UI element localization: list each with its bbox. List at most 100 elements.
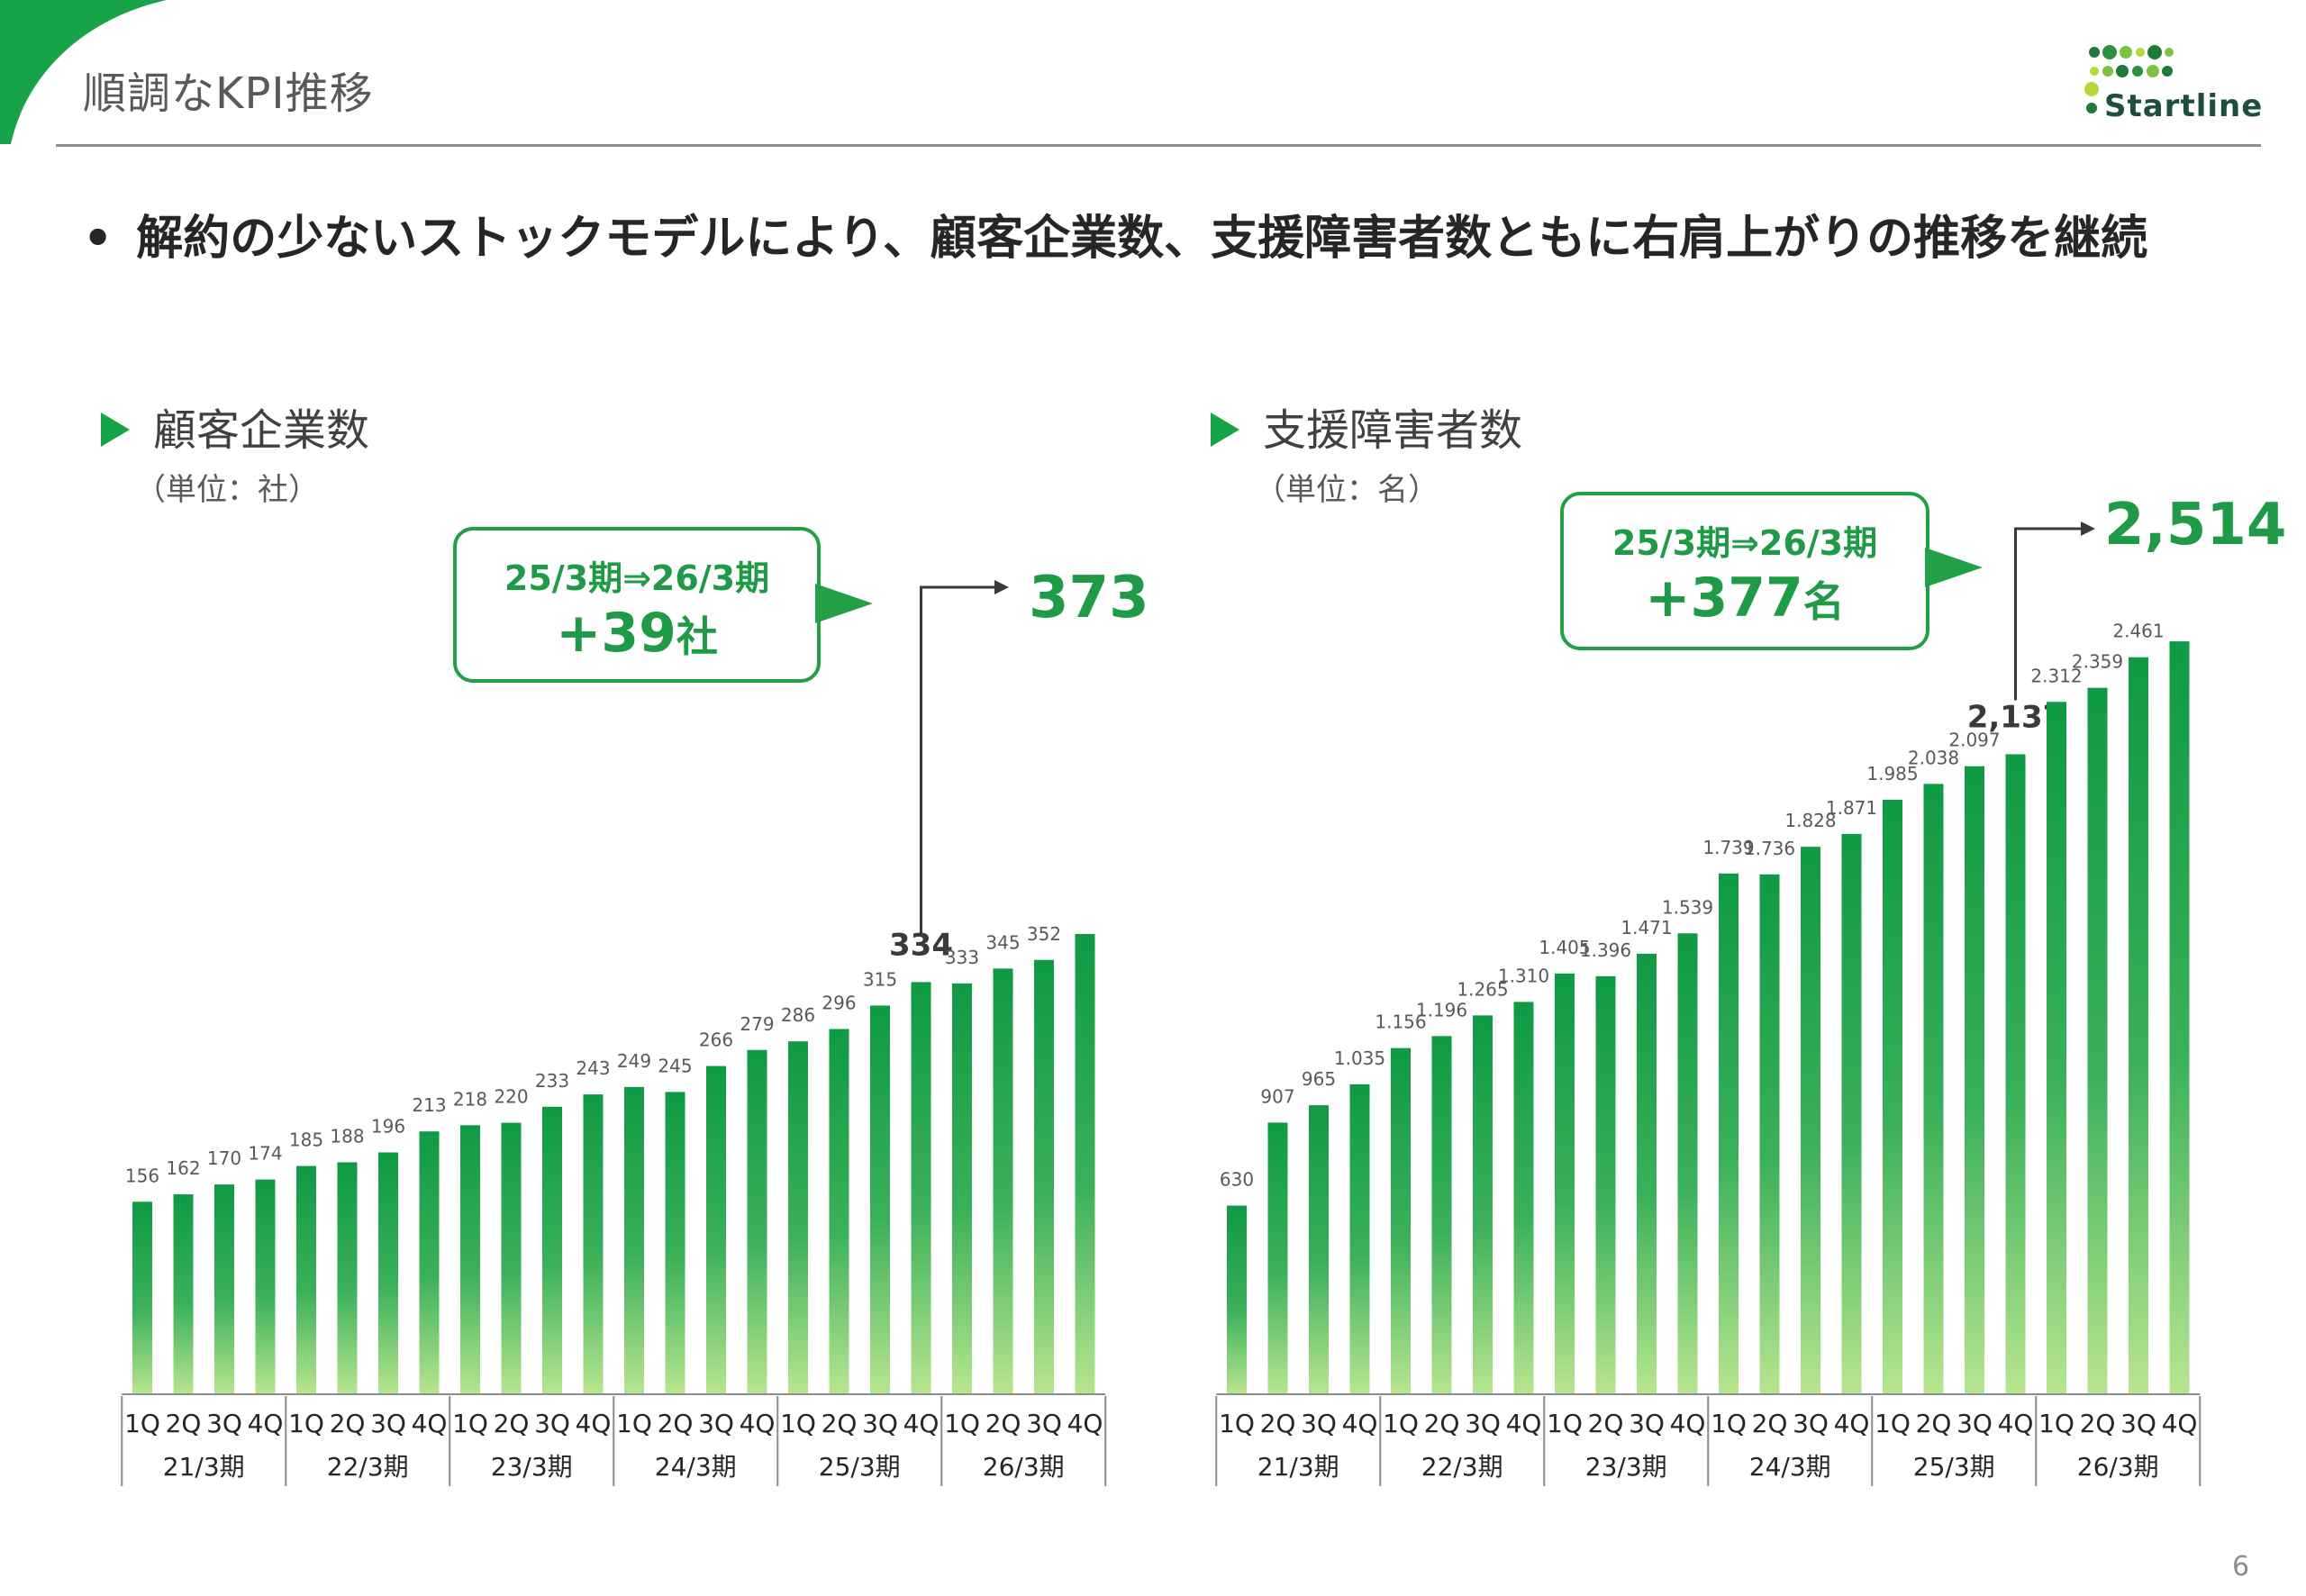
bar-value-label: 1.265: [1457, 978, 1508, 1000]
bar-value-label: 233: [535, 1070, 569, 1092]
quarter-tick-label: 3Q: [1465, 1409, 1501, 1438]
bar-26/3期-2Q: [993, 968, 1013, 1394]
triangle-bullet-icon: [101, 413, 130, 447]
quarter-tick-label: 3Q: [1026, 1409, 1062, 1438]
quarter-tick-label: 1Q: [1875, 1409, 1911, 1438]
bar-value-label: 162: [166, 1157, 200, 1179]
quarter-tick-label: 3Q: [370, 1409, 406, 1438]
period-tick-label: 21/3期: [1257, 1452, 1339, 1482]
triangle-bullet-icon: [1211, 413, 1239, 447]
quarter-tick-label: 2Q: [1424, 1409, 1460, 1438]
quarter-tick-label: 1Q: [452, 1409, 488, 1438]
bar-25/3期-4Q: [2005, 754, 2026, 1394]
right-callout-box: 25/3期⇒26/3期 +377名: [1560, 492, 1929, 650]
bar-22/3期-4Q: [1513, 1002, 1534, 1394]
quarter-tick-label: 1Q: [124, 1409, 160, 1438]
bar-value-label: 1.471: [1621, 917, 1672, 939]
bar-value-label: 1.405: [1539, 937, 1590, 958]
bar-26/3期-1Q: [2047, 702, 2066, 1394]
quarter-tick-label: 2Q: [822, 1409, 858, 1438]
quarter-tick-label: 4Q: [576, 1409, 612, 1438]
bar-24/3期-4Q: [1841, 833, 1862, 1394]
bar-25/3期-2Q: [1923, 784, 1944, 1394]
bar-25/3期-3Q: [1965, 766, 1984, 1394]
left-section-heading: 顧客企業数: [101, 394, 369, 458]
bar-24/3期-1Q: [624, 1086, 644, 1394]
bar-22/3期-1Q: [296, 1165, 316, 1394]
bar-value-label: 170: [207, 1147, 241, 1169]
bar-25/3期-2Q: [829, 1029, 849, 1394]
right-callout-pointer: [1925, 548, 1983, 587]
bar-value-label: 196: [371, 1115, 405, 1137]
quarter-tick-label: 4Q: [903, 1409, 940, 1438]
bar-22/3期-3Q: [378, 1152, 398, 1394]
bar-23/3期-1Q: [1555, 973, 1575, 1394]
period-tick-label: 24/3期: [655, 1452, 737, 1482]
bar-22/3期-3Q: [1473, 1015, 1493, 1394]
bar-23/3期-1Q: [460, 1125, 480, 1394]
bar-value-label: 218: [453, 1088, 487, 1110]
bar-24/3期-3Q: [1801, 847, 1820, 1394]
quarter-tick-label: 1Q: [288, 1409, 324, 1438]
period-tick-label: 22/3期: [1421, 1452, 1503, 1482]
bar-25/3期-1Q: [1883, 799, 1902, 1394]
quarter-tick-label: 4Q: [248, 1409, 284, 1438]
period-tick-label: 23/3期: [1585, 1452, 1667, 1482]
bar-21/3期-2Q: [1267, 1122, 1288, 1394]
quarter-tick-label: 1Q: [780, 1409, 816, 1438]
bar-21/3期-3Q: [214, 1184, 234, 1394]
bar-value-label: 245: [658, 1055, 692, 1076]
quarter-tick-label: 1Q: [1383, 1409, 1419, 1438]
quarter-tick-label: 4Q: [412, 1409, 448, 1438]
right-heading-text: 支援障害者数: [1263, 405, 1523, 456]
quarter-tick-label: 3Q: [698, 1409, 734, 1438]
growth-arrow-head: [2081, 521, 2095, 536]
period-tick-label: 23/3期: [491, 1452, 573, 1482]
quarter-tick-label: 1Q: [944, 1409, 980, 1438]
dot-cluster-logo: [2084, 45, 2174, 113]
right-unit-label: （単位：名）: [1255, 472, 1439, 508]
quarter-tick-label: 4Q: [1067, 1409, 1103, 1438]
bar-23/3期-4Q: [583, 1094, 604, 1394]
right-latest-value: 2,514: [2104, 492, 2287, 558]
period-tick-label: 22/3期: [327, 1452, 409, 1482]
bar-25/3期-4Q: [911, 982, 931, 1394]
quarter-tick-label: 4Q: [1834, 1409, 1870, 1438]
quarter-tick-label: 2Q: [494, 1409, 530, 1438]
quarter-tick-label: 4Q: [1998, 1409, 2034, 1438]
quarter-tick-label: 2Q: [1752, 1409, 1788, 1438]
bar-value-label: 220: [494, 1086, 528, 1108]
growth-arrow-line: [2014, 527, 2081, 701]
bar-21/3期-4Q: [1349, 1084, 1370, 1394]
bar-22/3期-4Q: [419, 1131, 440, 1394]
logo-wordmark: Startline: [2104, 88, 2264, 124]
bar-value-label: 296: [822, 992, 856, 1013]
page-number: 6: [2232, 1551, 2250, 1582]
quarter-tick-label: 2Q: [658, 1409, 694, 1438]
bar-value-label: 266: [699, 1029, 733, 1051]
period-tick-label: 24/3期: [1749, 1452, 1831, 1482]
quarter-tick-label: 2Q: [1260, 1409, 1296, 1438]
bar-value-label: 1.871: [1826, 797, 1877, 819]
left-callout-pointer: [815, 584, 873, 623]
bar-22/3期-2Q: [337, 1162, 358, 1394]
quarter-tick-label: 4Q: [740, 1409, 776, 1438]
quarter-tick-label: 3Q: [2120, 1409, 2156, 1438]
bar-value-label: 907: [1260, 1085, 1294, 1107]
bar-21/3期-2Q: [173, 1194, 194, 1394]
bar-value-label: 1.396: [1580, 939, 1631, 961]
quarter-tick-label: 2Q: [2080, 1409, 2116, 1438]
bar-21/3期-3Q: [1309, 1105, 1329, 1394]
left-callout-box: 25/3期⇒26/3期 +39社: [453, 527, 821, 683]
quarter-tick-label: 3Q: [862, 1409, 898, 1438]
bar-value-label: 630: [1220, 1169, 1254, 1191]
quarter-tick-label: 1Q: [1711, 1409, 1747, 1438]
bar-value-label: 1.196: [1416, 999, 1467, 1020]
quarter-tick-label: 2Q: [166, 1409, 202, 1438]
bar-value-label: 2.097: [1948, 730, 2000, 751]
bar-21/3期-1Q: [1227, 1205, 1247, 1394]
bar-value-label: 2.038: [1908, 747, 1959, 768]
bar-value-label: 156: [125, 1165, 159, 1186]
bar-value-label: 1.310: [1498, 965, 1549, 986]
period-tick-label: 21/3期: [163, 1452, 245, 1482]
